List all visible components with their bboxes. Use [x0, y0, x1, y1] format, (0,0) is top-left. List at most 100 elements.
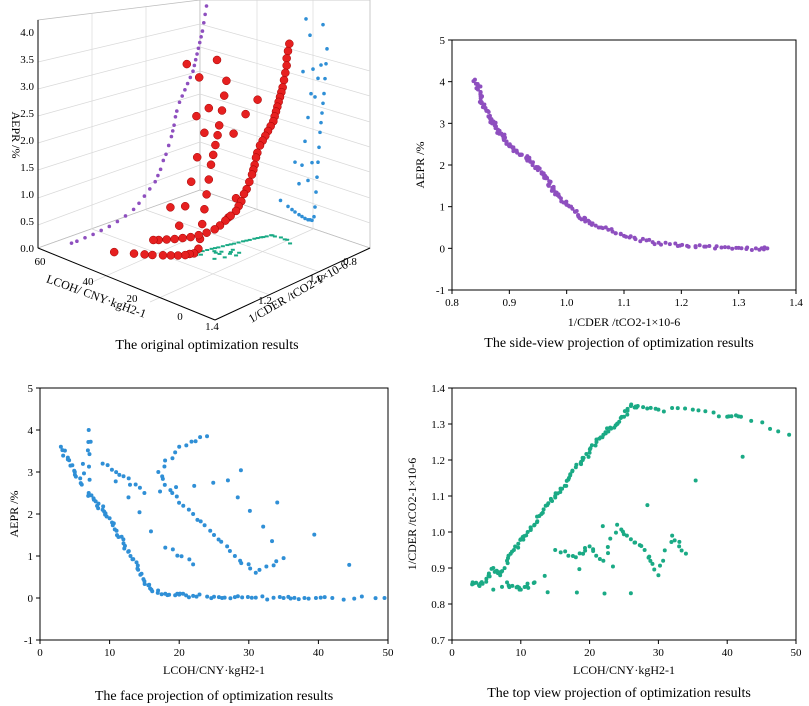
data-point [113, 479, 118, 484]
data-point [314, 190, 318, 194]
data-point [505, 580, 510, 585]
data-point [640, 236, 645, 241]
x-ticks-3d: 60 40 20 0 [35, 256, 184, 323]
data-point [292, 595, 297, 600]
data-point [202, 228, 211, 237]
data-point [175, 553, 180, 558]
data-point [192, 111, 201, 121]
data-point [186, 177, 196, 187]
data-point [541, 172, 546, 177]
x-tick-label: 1.3 [732, 297, 746, 309]
data-point [677, 544, 682, 549]
data-point [516, 545, 521, 550]
data-point [244, 239, 249, 242]
data-point [632, 540, 637, 545]
data-point [78, 476, 83, 481]
data-point [324, 61, 328, 66]
data-point [222, 76, 231, 86]
y-tick-label: 3 [28, 467, 34, 479]
data-point [656, 407, 661, 412]
z-tick: 2.0 [20, 135, 34, 147]
data-point [516, 541, 521, 546]
data-point [212, 533, 216, 537]
data-point [136, 567, 141, 572]
data-point [729, 414, 734, 419]
data-point [247, 238, 252, 241]
data-point [303, 139, 307, 144]
data-point [209, 247, 214, 250]
data-point [274, 559, 279, 564]
data-point [104, 514, 109, 519]
data-point [197, 219, 207, 229]
data-point [217, 106, 227, 115]
data-point [707, 243, 712, 248]
data-point [192, 63, 197, 68]
data-point [86, 428, 91, 432]
data-point [693, 244, 698, 249]
data-point [600, 524, 605, 529]
result-points [109, 39, 294, 260]
data-point [62, 448, 67, 453]
data-point [285, 238, 290, 241]
data-point [200, 29, 205, 33]
data-point [316, 160, 320, 165]
data-point [198, 253, 203, 256]
x-tick: 60 [35, 256, 47, 268]
data-point [283, 46, 293, 56]
data-point [123, 214, 128, 218]
data-point [740, 454, 745, 459]
axis-ticks: 0.8 0.9 1.0 1.1 1.2 1.3 1.4 -1 0 1 2 3 4 5 [436, 35, 804, 309]
data-point [275, 500, 280, 505]
data-point [753, 246, 758, 251]
data-point [211, 480, 216, 485]
data-point [252, 237, 257, 240]
data-point [126, 495, 131, 500]
data-point [211, 140, 220, 150]
data-point [249, 595, 254, 600]
data-point [206, 160, 216, 169]
data-point [312, 532, 317, 537]
data-point [517, 587, 522, 592]
y-tick-label: -1 [24, 635, 33, 647]
data-point [193, 439, 198, 444]
data-point [199, 35, 203, 39]
data-point [286, 204, 290, 209]
x-tick-label: 10 [104, 647, 116, 659]
data-point [89, 493, 94, 498]
data-point [661, 409, 666, 414]
data-point [184, 443, 189, 448]
data-point [91, 232, 95, 237]
data-point [577, 551, 582, 556]
data-point [648, 558, 653, 563]
data-point [515, 584, 520, 589]
data-point [253, 95, 262, 104]
data-point [683, 406, 688, 411]
data-point [610, 564, 615, 569]
data-point [776, 429, 781, 434]
data-point [174, 221, 184, 230]
data-point [478, 96, 483, 101]
data-point [237, 251, 242, 254]
z-tick: 1.5 [20, 162, 34, 174]
data-point [622, 414, 626, 419]
data-point [597, 557, 602, 562]
data-point [583, 216, 588, 221]
data-point [645, 503, 650, 508]
data-point [628, 537, 633, 542]
data-point [235, 495, 240, 500]
data-point [471, 79, 476, 84]
data-point [587, 450, 592, 455]
data-point [204, 175, 214, 184]
data-point [173, 115, 178, 119]
data-point [117, 472, 122, 477]
data-point [479, 580, 484, 585]
data-point [558, 490, 563, 495]
data-point [107, 224, 112, 229]
data-point [673, 241, 678, 246]
data-point [659, 242, 664, 247]
data-point [134, 560, 139, 565]
data-point [155, 590, 160, 595]
data-point [180, 94, 184, 98]
data-point [475, 87, 480, 92]
data-point [129, 249, 139, 258]
